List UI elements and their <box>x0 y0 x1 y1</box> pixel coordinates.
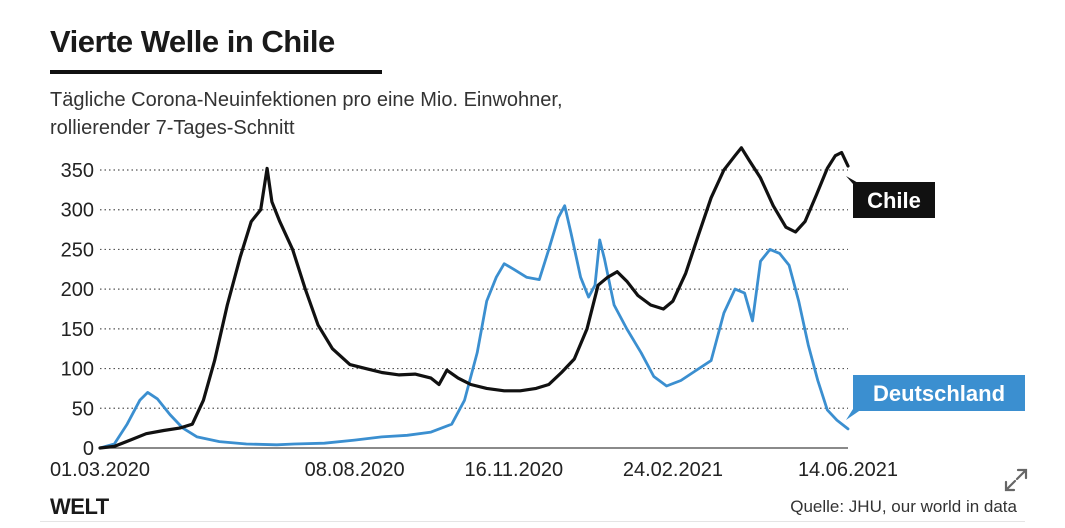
x-tick-label: 24.02.2021 <box>623 459 723 481</box>
x-tick-label: 01.03.2020 <box>50 459 150 481</box>
y-tick-label: 0 <box>83 438 94 460</box>
subtitle-line-1: Tägliche Corona-Neuinfektionen pro eine … <box>50 89 563 111</box>
subtitle-line-2: rollierender 7-Tages-Schnitt <box>50 117 295 139</box>
source-note: Quelle: JHU, our world in data <box>790 497 1017 516</box>
y-tick-label: 150 <box>61 319 94 341</box>
y-tick-label: 50 <box>72 398 94 420</box>
callout-box-deutschland <box>853 375 1025 411</box>
title-underline <box>50 70 382 74</box>
welt-logo: WELT <box>50 494 109 519</box>
y-tick-label: 250 <box>61 239 94 261</box>
chart-subtitle: Tägliche Corona-Neuinfektionen pro eine … <box>50 86 750 142</box>
y-tick-label: 200 <box>61 279 94 301</box>
footer-divider <box>40 521 1025 522</box>
callout-box-chile <box>853 182 935 218</box>
y-tick-label: 350 <box>61 160 94 182</box>
y-tick-label: 300 <box>61 200 94 222</box>
series-label-deutschland: Deutschland <box>873 381 1005 406</box>
x-tick-label: 08.08.2020 <box>305 459 405 481</box>
callout-pointer-deutschland <box>846 409 862 420</box>
expand-icon[interactable] <box>1002 466 1030 494</box>
y-tick-label: 100 <box>61 359 94 381</box>
series-line-chile <box>98 146 850 450</box>
x-tick-label: 16.11.2020 <box>464 459 563 481</box>
series-label-chile: Chile <box>867 188 921 213</box>
series-line-deutschland <box>98 204 850 450</box>
x-tick-label: 14.06.2021 <box>798 459 898 481</box>
chart-title: Vierte Welle in Chile <box>50 24 335 59</box>
